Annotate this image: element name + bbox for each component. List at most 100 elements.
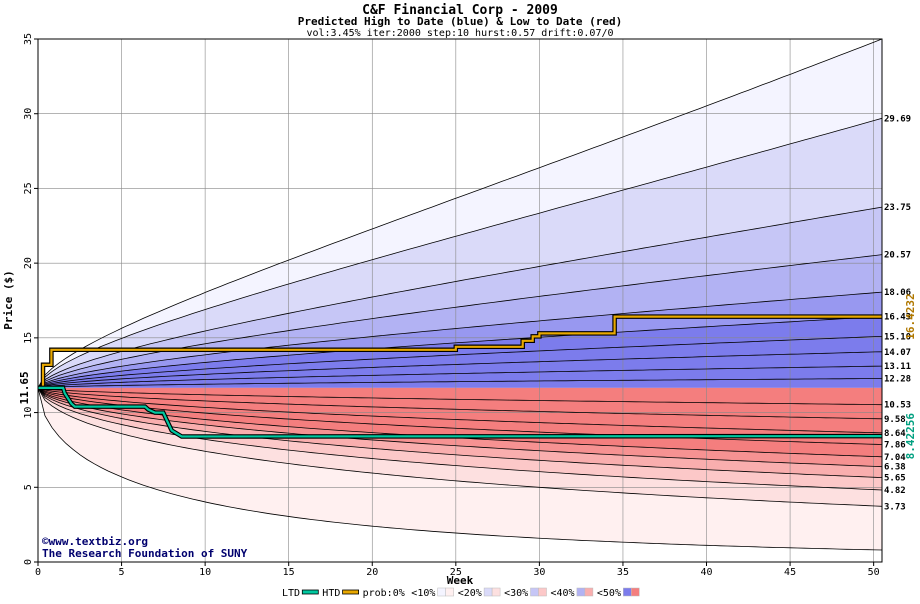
low-band: [38, 387, 882, 507]
right-value-label: 29.69: [884, 114, 911, 124]
right-value-label: 4.82: [884, 486, 906, 496]
right-value-label: 18.06: [884, 288, 911, 298]
high-band: [38, 351, 882, 388]
x-tick-label: 5: [119, 567, 125, 578]
high-band: [38, 366, 882, 388]
chart-subtitle: Predicted High to Date (blue) & Low to D…: [298, 15, 623, 28]
probability-bands: [38, 39, 882, 550]
low-band: [38, 387, 882, 467]
percentile-curve: [38, 387, 882, 478]
footer-website: ©www.textbiz.org: [42, 535, 148, 548]
percentile-curve: [38, 336, 882, 389]
legend-swatch: [538, 587, 547, 597]
right-value-label: 6.38: [884, 463, 906, 473]
right-value-label: 8.64: [884, 429, 906, 439]
legend-swatch: [530, 587, 539, 597]
right-value-label: 10.53: [884, 401, 911, 411]
right-value-label: 3.73: [884, 502, 906, 512]
x-tick-label: 50: [868, 567, 880, 578]
low-band: [38, 387, 882, 433]
htd-line: [38, 315, 882, 389]
footer-organization: The Research Foundation of SUNY: [42, 547, 248, 560]
low-band: [38, 387, 882, 405]
y-axis-label: Price ($): [2, 270, 15, 330]
x-tick-label: 20: [366, 567, 378, 578]
x-tick-label: 15: [283, 567, 295, 578]
legend-swatch: [445, 587, 454, 597]
x-tick-label: 25: [450, 567, 462, 578]
start-price-label: 11.65: [18, 371, 31, 404]
legend-label: <30%: [504, 588, 528, 599]
legend-swatch: [437, 587, 446, 597]
legend-label: <20%: [458, 588, 482, 599]
y-tick-label: 5: [23, 484, 34, 490]
right-value-labels: 29.69 23.75 20.57 18.06 16.43 15.10 14.07 13.11…: [884, 114, 911, 512]
right-value-label: 7.04: [884, 453, 906, 463]
legend-swatch: [342, 589, 360, 595]
high-band: [38, 118, 882, 388]
right-value-label: 16.43: [884, 312, 911, 322]
htd-end-label: 16.4232: [904, 293, 917, 339]
legend-label: <10%: [411, 588, 435, 599]
x-axis-label: Week: [447, 574, 474, 587]
legend-label: prob:0%: [363, 588, 405, 599]
percentile-curve: [38, 291, 882, 389]
legend-label: HTD: [322, 588, 340, 599]
x-tick-label: 30: [533, 567, 545, 578]
percentile-curve: [38, 387, 882, 434]
y-tick-label: 10: [23, 407, 34, 419]
right-value-label: 14.07: [884, 348, 911, 358]
percentile-curve: [38, 351, 882, 389]
high-band: [38, 378, 882, 388]
percentile-curve: [38, 365, 882, 389]
percentile-curve: [38, 387, 882, 445]
percentile-curve: [38, 387, 882, 507]
low-band: [38, 387, 882, 490]
low-band: [38, 387, 882, 457]
high-band: [38, 316, 882, 388]
low-band: [38, 387, 882, 478]
high-band: [38, 207, 882, 388]
ltd-end-label: 8.42256: [904, 413, 917, 460]
percentile-curve: [38, 387, 882, 468]
right-value-label: 20.57: [884, 251, 911, 261]
percentile-curves: [38, 39, 882, 551]
x-tick-label: 35: [617, 567, 629, 578]
y-tick-label: 25: [23, 182, 34, 194]
right-value-label: 9.58: [884, 415, 906, 425]
percentile-curve: [38, 387, 882, 551]
x-tick-label: 10: [199, 567, 211, 578]
right-value-label: 7.86: [884, 441, 906, 451]
y-tick-label: 0: [23, 559, 34, 565]
x-tick-label: 40: [700, 567, 712, 578]
low-band: [38, 387, 882, 550]
percentile-curve: [38, 378, 882, 389]
legend-swatch: [631, 587, 640, 597]
x-tick-label: 45: [784, 567, 796, 578]
right-value-label: 12.28: [884, 375, 911, 385]
high-band: [38, 39, 882, 388]
grid-lines: [37, 38, 882, 563]
legend-label: LTD: [282, 588, 300, 599]
plot-frame: [37, 38, 883, 563]
legend-label: <50%: [597, 588, 621, 599]
low-band: [38, 387, 882, 445]
legend-swatch: [584, 587, 594, 597]
price-series: [38, 314, 883, 439]
y-tick-label: 15: [23, 332, 34, 344]
chart-parameters: vol:3.45% iter:2000 step:10 hurst:0.57 d…: [306, 28, 613, 39]
y-tick-label: 35: [23, 33, 34, 45]
percentile-curve: [38, 117, 882, 389]
percentile-curve: [38, 39, 882, 389]
right-value-label: 13.11: [884, 362, 911, 372]
percentile-curve: [38, 387, 882, 420]
right-value-label: 5.65: [884, 474, 906, 484]
x-tick-label: 0: [35, 567, 41, 578]
legend-swatch: [623, 587, 632, 597]
chart-title: C&F Financial Corp - 2009: [362, 3, 558, 18]
legend-swatch: [483, 587, 493, 597]
high-band: [38, 336, 882, 388]
axis-ticks: 0 5 10 15 20 25 30 35 40 45 50 0 5 10 15 20 25 30 35: [23, 33, 880, 578]
